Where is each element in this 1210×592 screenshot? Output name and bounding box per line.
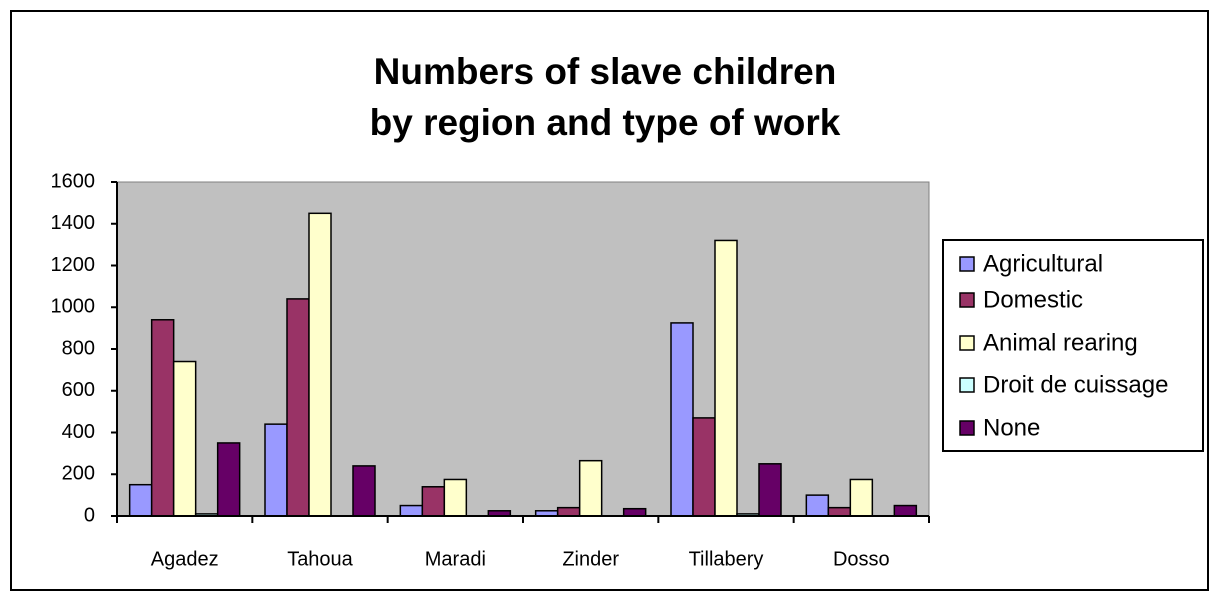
- chart-title: Numbers of slave children: [374, 51, 837, 92]
- y-tick-label: 0: [84, 504, 95, 526]
- legend-label: Domestic: [983, 286, 1083, 313]
- y-tick-label: 400: [62, 421, 95, 443]
- x-tick-label: Zinder: [562, 548, 619, 570]
- bar: [399, 504, 424, 517]
- bar: [805, 494, 830, 517]
- bar: [758, 463, 782, 517]
- legend-label: Droit de cuissage: [983, 371, 1168, 398]
- x-tick-label: Dosso: [833, 548, 890, 570]
- legend-box: [942, 239, 1204, 452]
- x-tick-label: Agadez: [151, 548, 219, 570]
- bar: [827, 506, 852, 517]
- y-tick-label: 1000: [51, 296, 96, 318]
- legend-swatch: [959, 292, 975, 308]
- x-tick-label: Maradi: [425, 548, 486, 570]
- y-tick-label: 1200: [51, 254, 96, 276]
- x-tick-label: Tillabery: [689, 548, 764, 570]
- chart-title: by region and type of work: [370, 102, 841, 143]
- bar: [692, 417, 716, 517]
- bar: [714, 239, 738, 517]
- y-tick-label: 800: [62, 337, 95, 359]
- bar: [670, 322, 694, 517]
- bar: [128, 483, 153, 517]
- legend-label: Animal rearing: [983, 329, 1138, 356]
- bar: [264, 423, 288, 517]
- bar: [622, 507, 647, 517]
- y-tick-label: 1400: [51, 212, 96, 234]
- bar: [216, 442, 241, 517]
- legend-label: None: [983, 414, 1040, 441]
- bar: [556, 506, 581, 517]
- bar: [352, 465, 376, 517]
- legend-swatch: [959, 256, 975, 272]
- legend-swatch: [959, 335, 975, 351]
- y-tick-label: 1600: [51, 170, 96, 192]
- bar: [578, 459, 603, 517]
- legend-label: Agricultural: [983, 250, 1103, 277]
- bar: [893, 504, 918, 517]
- y-tick-label: 600: [62, 379, 95, 401]
- bar: [849, 478, 874, 517]
- bar: [172, 360, 197, 517]
- bar: [286, 298, 310, 517]
- plot-area: [116, 181, 930, 517]
- x-tick-label: Tahoua: [287, 548, 353, 570]
- y-tick-label: 200: [62, 463, 95, 485]
- legend-swatch: [959, 377, 975, 393]
- bar: [150, 319, 175, 517]
- bar: [421, 486, 446, 517]
- bar: [443, 478, 468, 517]
- legend-swatch: [959, 420, 975, 436]
- bar: [308, 212, 332, 517]
